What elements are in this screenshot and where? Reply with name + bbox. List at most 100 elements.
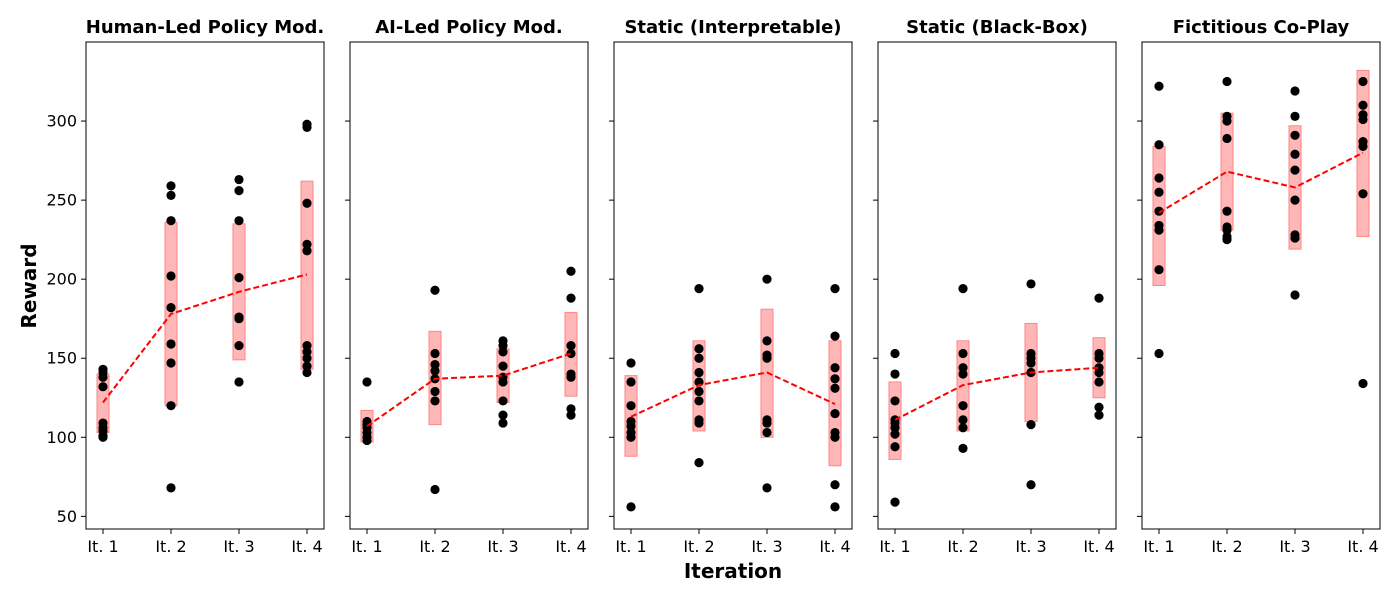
data-point [1154,140,1164,150]
mean-line [894,366,1100,421]
x-tick-label: It. 1 [1143,537,1174,556]
panel-3: It. 1 It. 2 It. 3 It. 4 Static (Interpretabl… [609,17,853,556]
data-point [890,497,900,507]
data-point [1094,293,1104,303]
data-point [566,266,576,276]
data-point [498,418,508,428]
data-point [498,347,508,357]
data-point [626,358,636,368]
y-tick-label: 150 [46,349,77,368]
data-point [362,377,372,387]
range-band [1152,145,1166,286]
data-point [566,340,576,351]
data-point [1222,222,1232,232]
data-point [694,396,704,406]
data-point [566,410,576,420]
plot-frame [613,41,853,530]
data-point [234,174,244,185]
data-point [430,386,440,397]
x-tick-label: It. 3 [1015,537,1046,556]
data-point [1358,100,1368,110]
data-point [166,339,176,349]
y-tick-label: 200 [46,270,77,289]
data-point [98,418,108,428]
plot-frame [877,41,1117,530]
x-tick-label: It. 2 [947,537,978,556]
x-tick-label: It. 1 [351,537,382,556]
data-point [98,364,108,374]
x-tick-label: It. 3 [1279,537,1310,556]
data-point [762,336,772,346]
data-point [830,374,840,384]
panel-title: Fictitious Co-Play [1173,17,1350,38]
data-point [890,396,900,406]
data-point [626,416,636,427]
data-point [1154,173,1164,183]
data-point [166,483,176,493]
data-point [1154,187,1164,197]
data-point [762,415,772,425]
data-point [1154,206,1164,216]
panel-4: It. 1 It. 2 It. 3 It. 4 Static (Black-Box) [873,17,1117,556]
y-tick-label: 300 [46,112,77,131]
data-point [1154,348,1164,359]
data-point [234,216,244,226]
data-point [762,427,772,438]
data-point [1290,149,1300,159]
data-point [1290,290,1300,300]
data-point [958,348,968,359]
data-point [430,484,440,495]
data-point [166,181,176,191]
data-point [1026,480,1036,490]
data-point [1358,110,1368,120]
panel-title: Static (Black-Box) [906,17,1088,38]
data-point [1094,363,1104,373]
data-point [1154,220,1164,231]
data-point [1094,402,1104,412]
data-point [1358,137,1368,147]
data-point [958,443,968,453]
data-point [626,377,636,387]
panels-group: 50 100 150 200 250 300 It. 1 It. 2 It. 3 It. 4 Hum… [46,17,1381,556]
data-point [694,284,704,294]
data-point [302,353,312,363]
panel-title: AI-Led Policy Mod. [375,17,563,38]
panel-title: Static (Interpretable) [624,17,841,38]
data-point [890,442,900,452]
x-tick-label: It. 4 [555,537,586,556]
panel-2: It. 1 It. 2 It. 3 It. 4 AI-Led Policy Mod. [345,17,589,556]
data-point [1026,279,1036,289]
data-point [626,427,636,438]
data-point [694,457,704,468]
data-point [1222,206,1232,216]
data-point [98,382,108,392]
data-point [958,284,968,294]
data-point [166,190,176,200]
data-point [566,348,576,359]
panel-1: 50 100 150 200 250 300 It. 1 It. 2 It. 3 It. 4 Hum… [46,17,325,556]
data-point [430,366,440,376]
data-point [762,350,772,360]
data-point [302,119,312,129]
data-point [1154,81,1164,91]
data-point [958,401,968,411]
data-point [1290,130,1300,140]
panel-5: It. 1 It. 2 It. 3 It. 4 Fictitious Co-Play [1137,17,1381,556]
x-tick-label: It. 4 [1347,537,1378,556]
data-point [762,274,772,284]
data-point [1290,195,1300,205]
y-tick-label: 50 [57,507,77,526]
data-point [430,285,440,295]
data-point [234,272,244,283]
data-point [1094,348,1104,359]
data-point [1358,378,1368,389]
data-point [1222,133,1232,144]
data-point [830,427,840,438]
data-point [234,186,244,196]
data-point [1358,189,1368,199]
data-point [830,383,840,393]
data-point [302,239,312,249]
data-point [890,369,900,379]
data-point [166,358,176,368]
